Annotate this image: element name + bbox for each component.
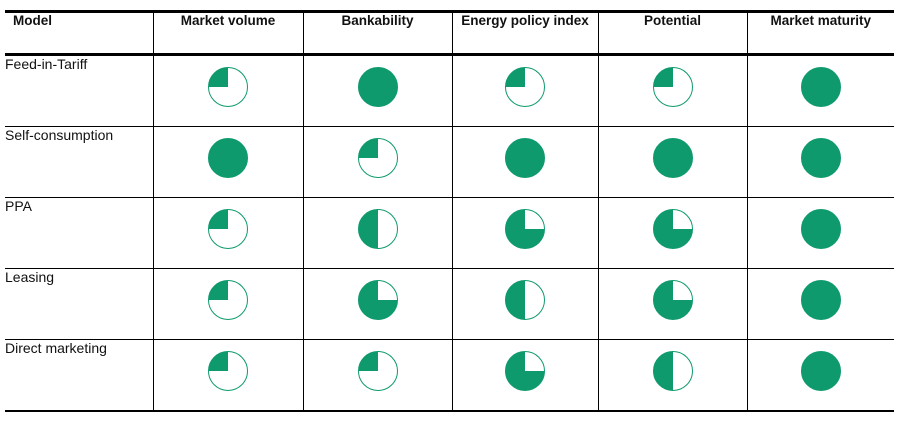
harvey-ball xyxy=(505,280,545,320)
harvey-cell xyxy=(451,339,598,411)
row-label: PPA xyxy=(5,197,153,269)
table-row-direct-marketing: Direct marketing xyxy=(5,339,894,411)
harvey-ball xyxy=(505,67,545,107)
harvey-ball xyxy=(357,351,398,391)
harvey-cell xyxy=(152,268,303,340)
column-header-potential: Potential xyxy=(597,11,747,56)
harvey-cell xyxy=(597,339,747,411)
row-label: Self-consumption xyxy=(5,126,153,198)
row-label: Feed-in-Tariff xyxy=(5,54,153,127)
row-label: Direct marketing xyxy=(5,339,153,411)
harvey-ball xyxy=(800,280,841,320)
harvey-ball xyxy=(800,67,841,107)
harvey-ball xyxy=(357,280,398,320)
harvey-ball xyxy=(208,280,248,320)
page: Model Market volume Bankability Energy p… xyxy=(5,10,894,412)
harvey-ball-comparison-table: Model Market volume Bankability Energy p… xyxy=(5,10,894,412)
harvey-cell xyxy=(451,54,598,127)
harvey-cell xyxy=(152,197,303,269)
row-label: Leasing xyxy=(5,268,153,340)
harvey-ball xyxy=(357,67,398,107)
table-header-row: Model Market volume Bankability Energy p… xyxy=(5,11,894,56)
harvey-cell xyxy=(597,197,747,269)
harvey-cell xyxy=(451,126,598,198)
harvey-cell xyxy=(152,339,303,411)
harvey-cell xyxy=(451,197,598,269)
harvey-cell xyxy=(451,268,598,340)
harvey-ball xyxy=(357,209,398,249)
harvey-ball xyxy=(652,209,693,249)
harvey-ball xyxy=(505,351,545,391)
harvey-cell xyxy=(746,54,894,127)
harvey-ball xyxy=(208,67,248,107)
harvey-ball xyxy=(652,351,693,391)
harvey-cell xyxy=(597,54,747,127)
harvey-ball xyxy=(800,351,841,391)
harvey-cell xyxy=(746,197,894,269)
harvey-cell xyxy=(597,126,747,198)
harvey-cell xyxy=(152,54,303,127)
harvey-cell xyxy=(302,197,452,269)
harvey-ball xyxy=(208,351,248,391)
column-header-market-maturity: Market maturity xyxy=(746,11,894,56)
harvey-cell xyxy=(152,126,303,198)
harvey-ball xyxy=(208,209,248,249)
table-row-feed-in-tariff: Feed-in-Tariff xyxy=(5,54,894,127)
harvey-cell xyxy=(746,339,894,411)
harvey-cell xyxy=(302,268,452,340)
harvey-ball xyxy=(800,209,841,249)
harvey-ball xyxy=(505,209,545,249)
column-header-model: Model xyxy=(5,11,153,56)
harvey-ball xyxy=(652,280,693,320)
harvey-cell xyxy=(302,54,452,127)
column-header-energy-policy-index: Energy policy index xyxy=(451,11,598,56)
column-header-bankability: Bankability xyxy=(302,11,452,56)
harvey-cell xyxy=(746,268,894,340)
harvey-cell xyxy=(302,126,452,198)
harvey-cell xyxy=(597,268,747,340)
harvey-ball xyxy=(208,138,248,178)
harvey-ball xyxy=(800,138,841,178)
table-row-ppa: PPA xyxy=(5,197,894,269)
harvey-ball xyxy=(652,67,693,107)
harvey-cell xyxy=(302,339,452,411)
table-row-leasing: Leasing xyxy=(5,268,894,340)
harvey-cell xyxy=(746,126,894,198)
table-row-self-consumption: Self-consumption xyxy=(5,126,894,198)
harvey-ball xyxy=(357,138,398,178)
harvey-ball xyxy=(652,138,693,178)
column-header-market-volume: Market volume xyxy=(152,11,303,56)
harvey-ball xyxy=(505,138,545,178)
